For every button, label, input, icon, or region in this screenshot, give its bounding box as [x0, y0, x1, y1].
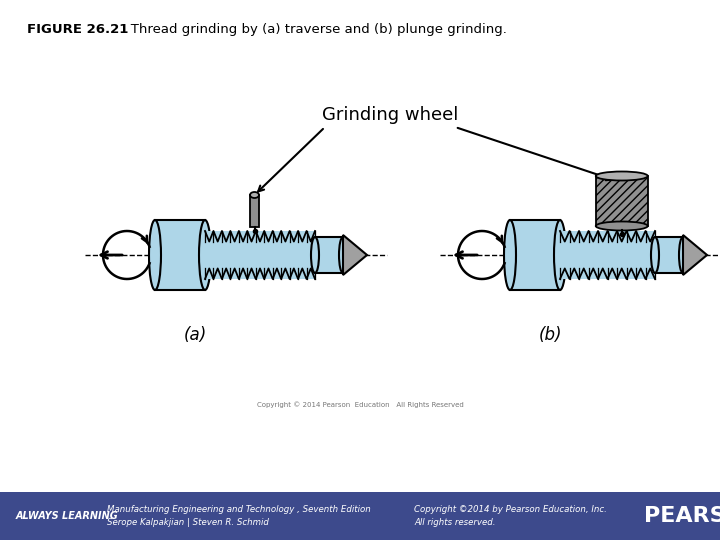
Polygon shape [683, 235, 707, 275]
Text: (b): (b) [539, 326, 562, 344]
Text: FIGURE 26.21: FIGURE 26.21 [27, 23, 129, 36]
Ellipse shape [311, 237, 319, 273]
Text: (a): (a) [184, 326, 207, 344]
Text: ALWAYS LEARNING: ALWAYS LEARNING [16, 511, 119, 521]
Text: Manufacturing Engineering and Technology , Seventh Edition
Serope Kalpakjian | S: Manufacturing Engineering and Technology… [107, 505, 370, 527]
Bar [595, 176, 648, 226]
Bar [315, 237, 343, 273]
Bar [560, 231, 655, 279]
Polygon shape [205, 231, 315, 279]
Polygon shape [560, 231, 655, 279]
Text: Grinding wheel: Grinding wheel [322, 106, 458, 124]
Ellipse shape [595, 221, 648, 231]
Ellipse shape [595, 172, 648, 180]
Bar [510, 220, 560, 290]
Text: Thread grinding by (a) traverse and (b) plunge grinding.: Thread grinding by (a) traverse and (b) … [118, 23, 507, 36]
Ellipse shape [554, 220, 566, 290]
Bar [155, 220, 205, 290]
Polygon shape [343, 235, 367, 275]
Ellipse shape [149, 220, 161, 290]
Ellipse shape [339, 237, 347, 273]
Text: Copyright © 2014 Pearson  Education   All Rights Reserved: Copyright © 2014 Pearson Education All R… [256, 402, 464, 408]
Ellipse shape [250, 192, 259, 198]
Ellipse shape [679, 237, 687, 273]
Bar [250, 195, 259, 227]
Ellipse shape [199, 220, 211, 290]
Ellipse shape [504, 220, 516, 290]
Bar [655, 237, 683, 273]
Text: PEARSON: PEARSON [644, 506, 720, 526]
Text: Copyright ©2014 by Pearson Education, Inc.
All rights reserved.: Copyright ©2014 by Pearson Education, In… [414, 505, 607, 527]
Ellipse shape [651, 237, 659, 273]
Bar [205, 231, 315, 279]
